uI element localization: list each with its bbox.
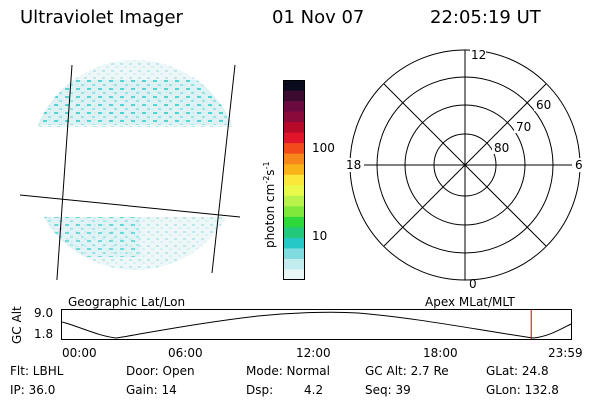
timeline-y-bottom: 1.8 xyxy=(34,327,54,341)
apex-caption: Apex MLat/MLT xyxy=(425,295,515,309)
time-label: 22:05:19 UT xyxy=(430,7,541,28)
colorbar-band xyxy=(283,227,305,239)
dsp-value: 4.2 xyxy=(304,383,324,397)
timeline-y-top: 9.0 xyxy=(34,306,54,320)
colorbar-band xyxy=(283,111,305,123)
parallel-line xyxy=(20,194,241,218)
timeline-tick-2359: 23:59 xyxy=(548,346,583,360)
colorbar-band xyxy=(283,269,305,280)
timeline-tick-0600: 06:00 xyxy=(168,346,203,360)
colorbar-band xyxy=(283,185,305,197)
colorbar-band xyxy=(283,101,305,113)
colorbar-band xyxy=(283,80,305,92)
flight-filter: Flt: LBHL xyxy=(10,364,64,378)
geographic-latitude: GLat: 24.8 xyxy=(486,364,549,378)
colorbar-tick-10: 10 xyxy=(312,229,328,243)
instrument-title: Ultraviolet Imager xyxy=(20,7,183,28)
date-label: 01 Nov 07 xyxy=(272,7,365,28)
meridian-line-left xyxy=(56,64,73,280)
geographic-image xyxy=(20,60,250,280)
timeline-tick-1200: 12:00 xyxy=(296,346,331,360)
colorbar-band xyxy=(283,122,305,134)
gc-altitude: GC Alt: 2.7 Re xyxy=(365,364,449,378)
mode-value: Mode: Normal xyxy=(246,364,330,378)
magnetic-polar-plot: 12 18 6 0 60 70 80 xyxy=(344,47,586,290)
gain-value: Gain: 14 xyxy=(126,383,177,397)
colorbar-band xyxy=(283,206,305,218)
colorbar-band xyxy=(283,132,305,144)
colorbar-band xyxy=(283,164,305,176)
colorbar-band xyxy=(283,248,305,260)
colorbar-band xyxy=(283,143,305,155)
colorbar-band xyxy=(283,237,305,250)
dsp-label: Dsp: xyxy=(246,383,274,397)
colorbar-band xyxy=(283,174,305,186)
colorbar-band xyxy=(283,258,305,271)
altitude-timeline xyxy=(61,309,572,340)
colorbar-unit-label: photon cm-2s-1 xyxy=(262,161,277,248)
colorbar-band xyxy=(283,90,305,102)
meridian-line-right xyxy=(211,64,236,274)
mlt-label-18: 18 xyxy=(346,158,361,172)
sequence-number: Seq: 39 xyxy=(365,383,411,397)
timeline-tick-0000: 00:00 xyxy=(62,346,97,360)
colorbar-tick-100: 100 xyxy=(312,141,335,155)
timeline-axis-label: GC Alt xyxy=(10,306,24,344)
timeline-tick-1800: 18:00 xyxy=(423,346,458,360)
door-status: Door: Open xyxy=(126,364,195,378)
mlat-label-60: 60 xyxy=(536,98,551,112)
mlt-label-12: 12 xyxy=(471,48,486,62)
mlat-label-70: 70 xyxy=(516,120,531,134)
mlt-label-6: 6 xyxy=(575,158,583,172)
geographic-caption: Geographic Lat/Lon xyxy=(68,295,186,309)
colorbar-band xyxy=(283,195,305,207)
mlt-label-0: 0 xyxy=(469,277,477,290)
colorbar xyxy=(283,80,305,280)
geographic-longitude: GLon: 132.8 xyxy=(486,383,559,397)
mlat-label-80: 80 xyxy=(494,141,509,155)
ip-value: IP: 36.0 xyxy=(10,383,56,397)
colorbar-band xyxy=(283,216,305,228)
colorbar-band xyxy=(283,153,305,165)
